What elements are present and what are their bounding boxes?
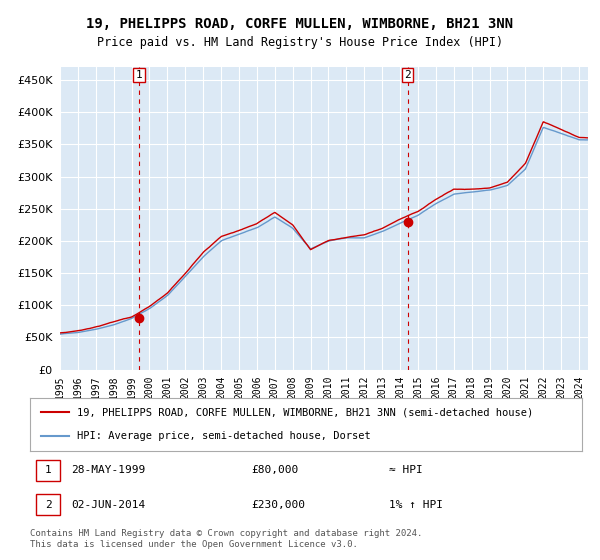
Text: Contains HM Land Registry data © Crown copyright and database right 2024.
This d: Contains HM Land Registry data © Crown c… [30,529,422,549]
FancyBboxPatch shape [35,494,61,515]
Text: 1: 1 [136,70,142,80]
Text: 19, PHELIPPS ROAD, CORFE MULLEN, WIMBORNE, BH21 3NN (semi-detached house): 19, PHELIPPS ROAD, CORFE MULLEN, WIMBORN… [77,408,533,418]
Text: £80,000: £80,000 [251,465,298,475]
Text: Price paid vs. HM Land Registry's House Price Index (HPI): Price paid vs. HM Land Registry's House … [97,36,503,49]
Text: ≈ HPI: ≈ HPI [389,465,422,475]
Text: 19, PHELIPPS ROAD, CORFE MULLEN, WIMBORNE, BH21 3NN: 19, PHELIPPS ROAD, CORFE MULLEN, WIMBORN… [86,17,514,31]
Text: 2: 2 [404,70,411,80]
Text: 2: 2 [45,500,52,510]
Text: 28-MAY-1999: 28-MAY-1999 [71,465,146,475]
Text: 1% ↑ HPI: 1% ↑ HPI [389,500,443,510]
Text: HPI: Average price, semi-detached house, Dorset: HPI: Average price, semi-detached house,… [77,431,371,441]
Text: £230,000: £230,000 [251,500,305,510]
FancyBboxPatch shape [35,460,61,481]
Text: 1: 1 [45,465,52,475]
Text: 02-JUN-2014: 02-JUN-2014 [71,500,146,510]
